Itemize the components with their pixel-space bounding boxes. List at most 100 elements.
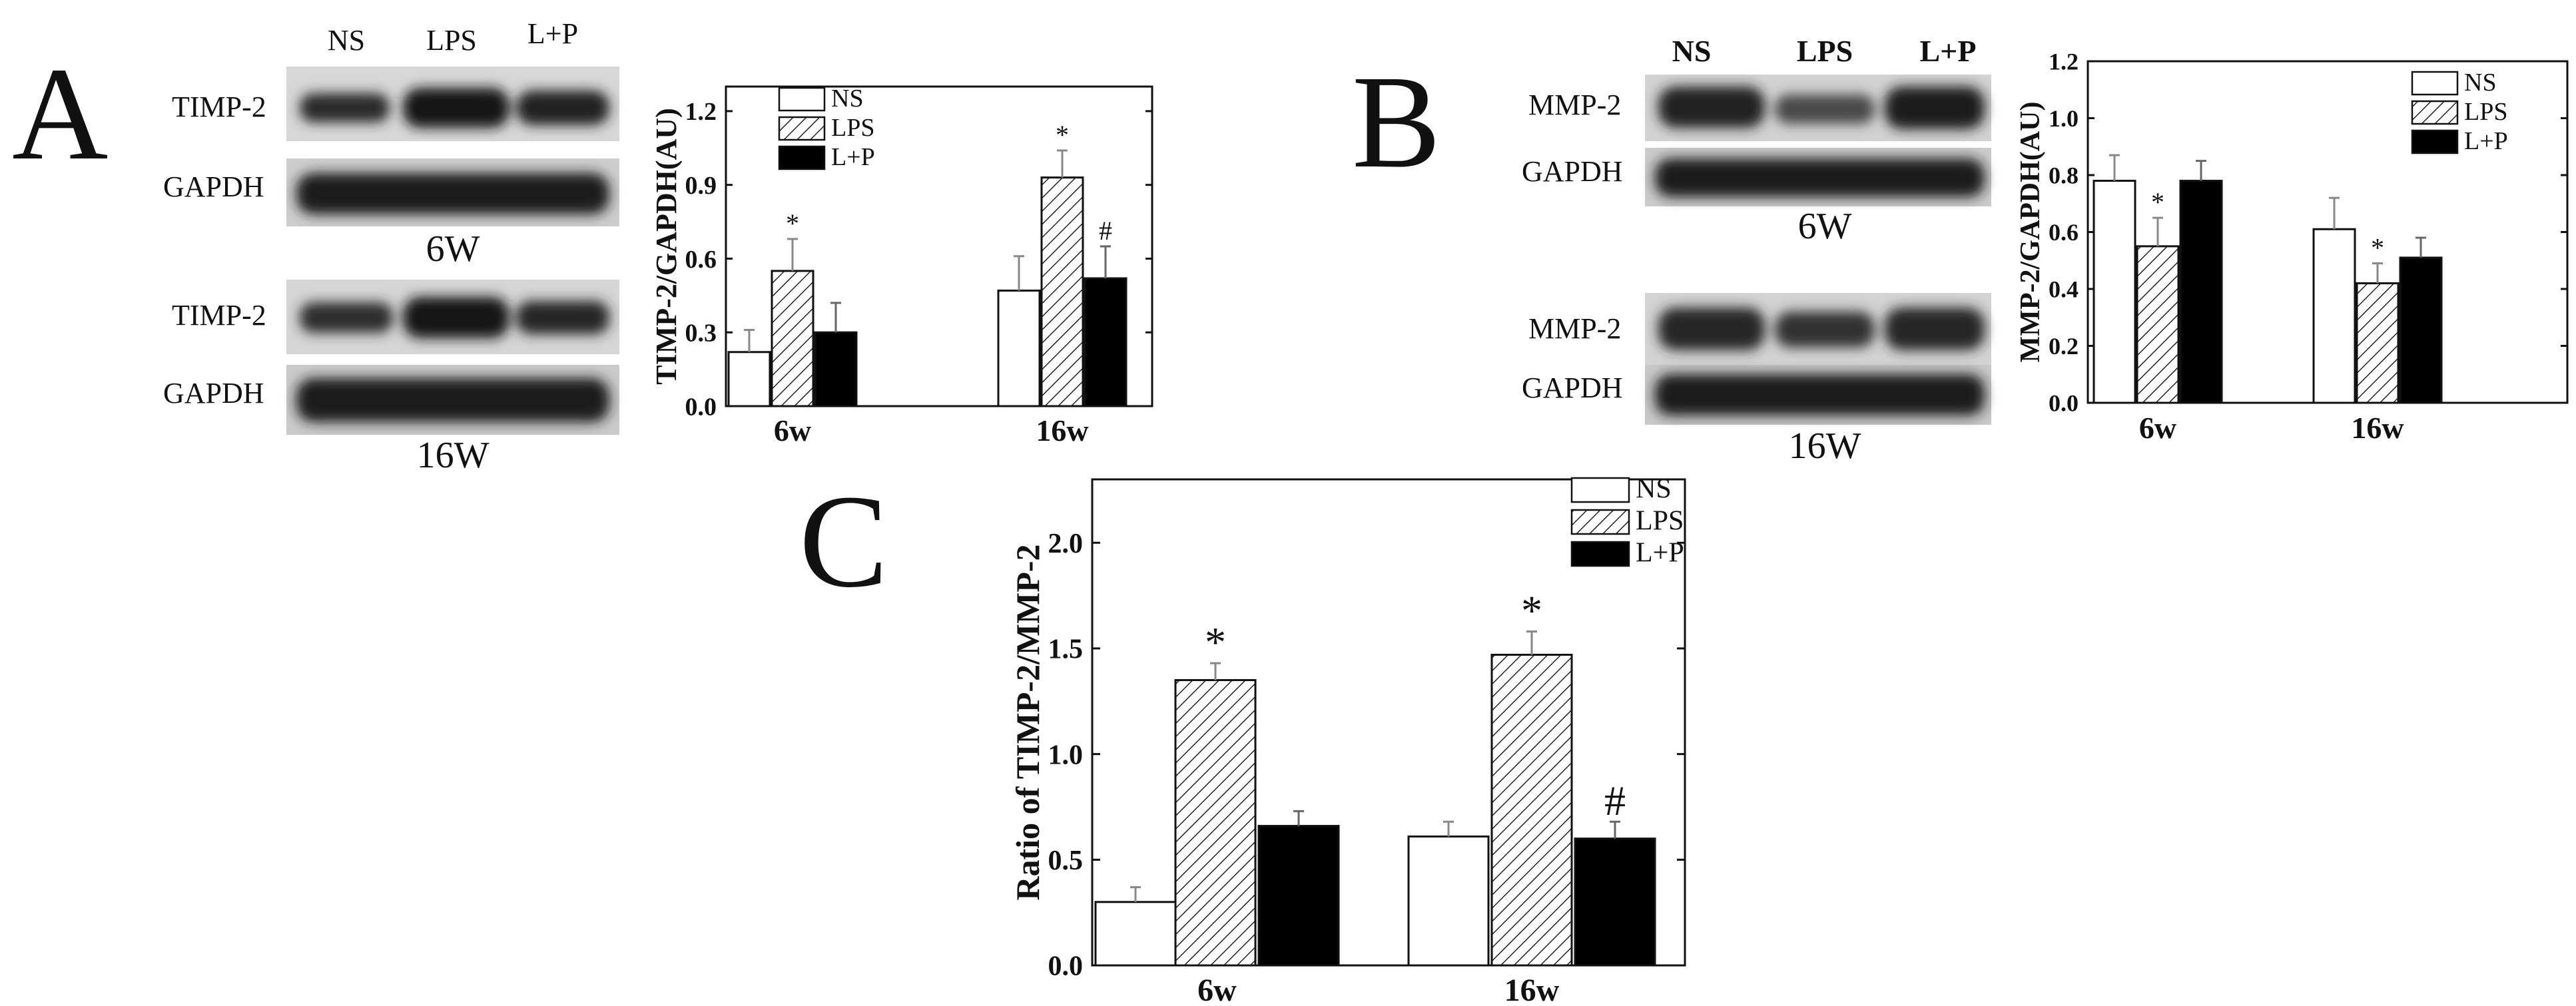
- bar-lps: [771, 270, 814, 407]
- y-tick-label: 1.2: [685, 98, 717, 126]
- lane-label-lps: LPS: [426, 24, 477, 57]
- y-tick-label: 0.6: [685, 246, 717, 274]
- bar-ns: [1094, 901, 1177, 967]
- blot-row-label: MMP-2: [1528, 89, 1621, 121]
- legend-label: LPS: [2464, 98, 2507, 126]
- significance-asterisk: *: [1521, 587, 1542, 634]
- legend-swatch: [2411, 129, 2459, 154]
- y-tick-label: 0.0: [1048, 951, 1084, 982]
- bar-lpp: [2179, 180, 2223, 404]
- y-axis-label: TIMP-2/GAPDH(AU): [650, 108, 683, 385]
- x-tick-label: 6w: [2139, 411, 2176, 445]
- panel-a-blot: NS LPS L+P TIMP-2 GAPDH TIMP-2 GAPDH 6W …: [163, 17, 619, 476]
- bar-ns: [2312, 228, 2356, 404]
- y-tick-label: 2.0: [1048, 529, 1084, 559]
- blot-band: [296, 173, 609, 214]
- y-tick-label: 0.0: [2049, 390, 2079, 417]
- legend-swatch: [2411, 71, 2459, 96]
- bar-lps: [2136, 245, 2180, 404]
- legend-swatch: [1570, 541, 1630, 567]
- blot-band: [300, 93, 390, 123]
- blot-band: [1775, 95, 1875, 124]
- blot-band: [1775, 312, 1875, 348]
- bar-ns: [2093, 180, 2136, 404]
- blot-caption-6w: 6W: [426, 228, 480, 270]
- legend-label: NS: [2464, 69, 2497, 97]
- blot-caption-16w: 16W: [1789, 425, 1861, 467]
- x-tick-label: 16w: [1504, 973, 1560, 1006]
- legend-swatch: [1570, 509, 1630, 535]
- y-axis-label: MMP-2/GAPDH(AU): [2015, 102, 2046, 363]
- bar-lps: [2356, 282, 2400, 404]
- blot-band: [296, 378, 609, 422]
- legend-swatch: [778, 145, 826, 170]
- blot-row-label: GAPDH: [163, 377, 264, 409]
- x-tick-label: 6w: [774, 413, 811, 447]
- bar-lpp: [1084, 277, 1127, 407]
- blot-band: [516, 91, 609, 125]
- legend-swatch: [778, 87, 826, 112]
- bar-ns: [1407, 835, 1490, 967]
- bar-lpp: [2399, 256, 2443, 404]
- y-tick-label: 1.5: [1048, 634, 1084, 665]
- panel-letter-a: A: [12, 41, 108, 188]
- lane-label-lps: LPS: [1797, 34, 1853, 68]
- significance-asterisk: *: [1056, 120, 1069, 150]
- blot-band: [1658, 87, 1765, 128]
- y-tick-label: 0.5: [1048, 846, 1084, 876]
- legend-label: LPS: [1636, 506, 1684, 537]
- bar-lpp: [814, 331, 858, 407]
- blot-row-label: GAPDH: [1522, 155, 1623, 188]
- x-tick-label: 6w: [1197, 973, 1237, 1006]
- legend-label: L+P: [2464, 127, 2508, 155]
- blot-row-label: TIMP-2: [172, 91, 266, 123]
- legend-swatch: [2411, 100, 2459, 125]
- y-tick-label: 0.4: [2049, 276, 2079, 303]
- bar-lps: [1040, 176, 1084, 407]
- significance-hash: #: [1604, 777, 1626, 824]
- legend-swatch: [1570, 477, 1630, 503]
- blot-band: [300, 302, 393, 333]
- panel-b-blot: NS LPS L+P MMP-2 GAPDH MMP-2 GAPDH 6W 16…: [1522, 34, 1991, 467]
- significance-asterisk: *: [2151, 187, 2164, 217]
- bar-ns: [727, 351, 771, 407]
- legend-label: L+P: [831, 143, 875, 171]
- lane-label-ns: NS: [328, 24, 365, 57]
- blot-band: [516, 301, 609, 334]
- bar-lps: [1174, 679, 1257, 967]
- blot-row-label: TIMP-2: [172, 299, 266, 332]
- lane-label-lp: L+P: [527, 17, 578, 50]
- lane-label-ns: NS: [1672, 34, 1712, 68]
- y-tick-label: 0.2: [2049, 333, 2079, 360]
- plot-frame: [1091, 478, 1686, 967]
- significance-asterisk: *: [1205, 619, 1226, 666]
- blot-band: [403, 88, 509, 128]
- blot-band: [1885, 308, 1985, 350]
- y-tick-label: 0.8: [2049, 162, 2079, 189]
- y-tick-label: 0.6: [2049, 219, 2079, 246]
- blot-caption-16w: 16W: [417, 435, 489, 476]
- blot-row-label: GAPDH: [163, 170, 264, 203]
- y-tick-label: 1.0: [1048, 740, 1084, 770]
- y-tick-label: 1.0: [2049, 105, 2079, 132]
- panel-letter-c: C: [799, 468, 888, 615]
- blot-band: [1655, 374, 1985, 415]
- y-tick-label: 0.3: [685, 320, 717, 348]
- significance-hash: #: [1099, 216, 1112, 246]
- legend-label: NS: [831, 85, 864, 113]
- chart-panel-b: 0.0 0.2 0.4 0.6 0.8 1.0 1.2 MMP-2/GAPDH(AU) 6w 16…: [2015, 49, 2569, 445]
- blot-row-label: MMP-2: [1528, 312, 1621, 345]
- legend-label: NS: [1636, 474, 1672, 505]
- legend-label: LPS: [831, 114, 874, 142]
- y-axis-label: Ratio of TIMP-2/MMP-2: [1009, 544, 1046, 900]
- blot-band: [1885, 87, 1985, 129]
- blot-row-label: GAPDH: [1522, 372, 1623, 404]
- bar-lpp: [1257, 825, 1340, 967]
- panel-letter-b: B: [1352, 49, 1441, 196]
- significance-asterisk: *: [786, 208, 799, 238]
- x-tick-label: 16w: [1036, 413, 1088, 447]
- blot-band: [1655, 158, 1985, 197]
- y-tick-label: 0.9: [685, 172, 717, 200]
